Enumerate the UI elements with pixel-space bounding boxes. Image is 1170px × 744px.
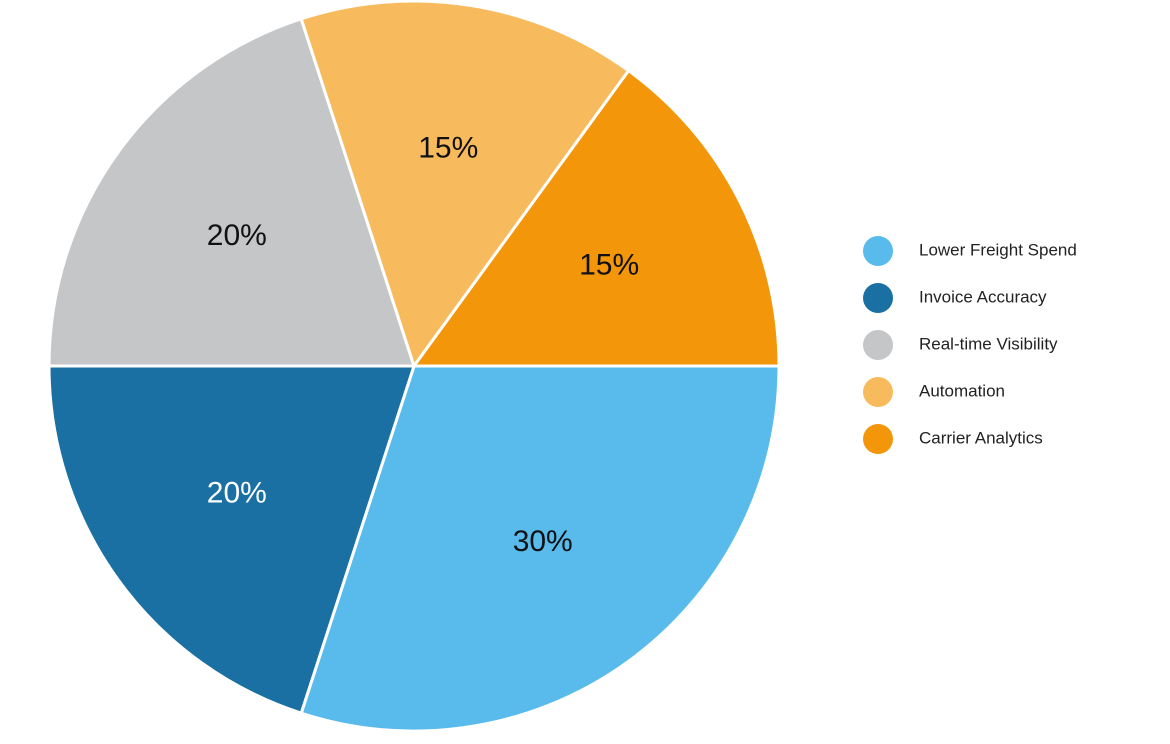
- legend-label: Real-time Visibility: [919, 334, 1058, 353]
- value-label: 15%: [418, 132, 478, 165]
- value-label: 20%: [207, 477, 267, 510]
- legend-label: Invoice Accuracy: [919, 287, 1047, 306]
- legend-label: Lower Freight Spend: [919, 240, 1077, 259]
- value-label: 20%: [207, 219, 267, 252]
- pie-slice: [47, 364, 417, 716]
- pie-slice: [47, 16, 417, 368]
- legend-marker: [863, 236, 893, 266]
- legend-marker: [863, 283, 893, 313]
- legend-label: Automation: [919, 381, 1005, 400]
- value-label: 15%: [579, 248, 639, 281]
- value-label: 30%: [513, 525, 573, 558]
- legend-marker: [863, 330, 893, 360]
- pie-slice: [411, 68, 781, 368]
- legend-label: Carrier Analytics: [919, 428, 1043, 447]
- legend-marker: [863, 424, 893, 454]
- legend-marker: [863, 377, 893, 407]
- pie-slice: [299, 0, 631, 370]
- pie-slice: [299, 364, 781, 733]
